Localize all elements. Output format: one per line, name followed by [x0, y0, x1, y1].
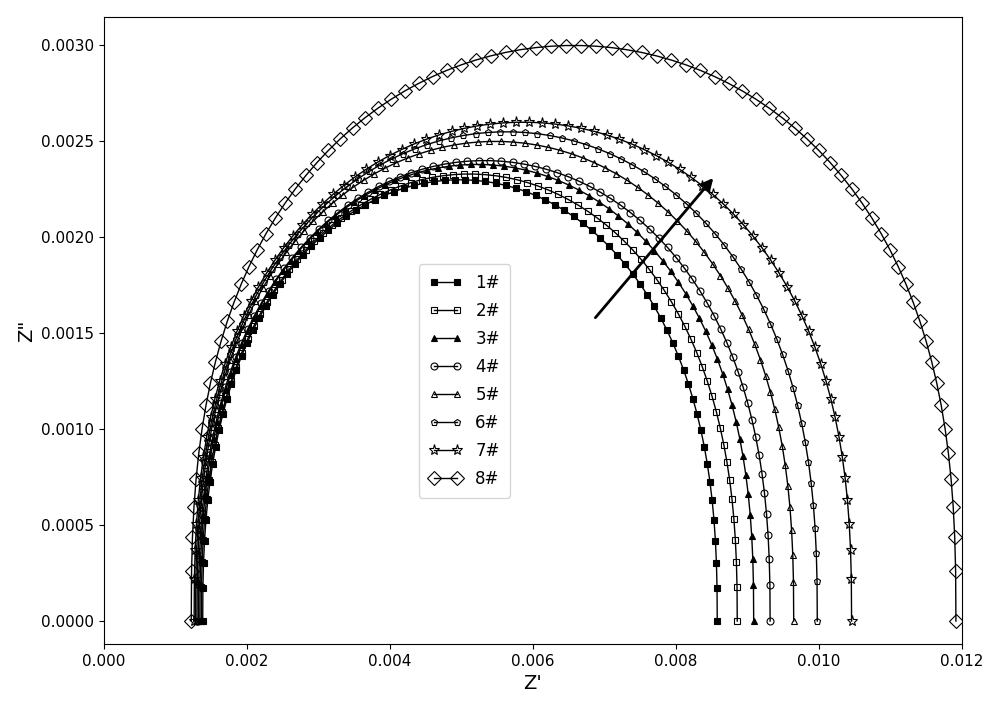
- 3#: [573, 186, 585, 195]
- 1#: [603, 241, 615, 250]
- 1#: [197, 617, 209, 626]
- 5#: [191, 617, 203, 626]
- 4#: [764, 617, 776, 626]
- 1#: [408, 181, 420, 190]
- 3#: [603, 204, 615, 213]
- 6#: [190, 617, 202, 626]
- 5#: [588, 158, 600, 167]
- 7#: [674, 165, 686, 174]
- 6#: [796, 419, 808, 427]
- 2#: [458, 170, 470, 178]
- 4#: [750, 433, 762, 442]
- Line: 1#: 1#: [199, 176, 721, 625]
- Line: 5#: 5#: [194, 138, 797, 625]
- 7#: [829, 413, 841, 422]
- 8#: [500, 48, 512, 57]
- 8#: [789, 124, 801, 132]
- 2#: [195, 617, 207, 626]
- Legend: 1#, 2#, 3#, 4#, 5#, 6#, 7#, 8#: 1#, 2#, 3#, 4#, 5#, 6#, 7#, 8#: [419, 263, 510, 498]
- 6#: [680, 200, 692, 208]
- 6#: [615, 155, 627, 163]
- 3#: [465, 160, 477, 169]
- 6#: [445, 133, 457, 142]
- 4#: [584, 182, 596, 191]
- 5#: [632, 183, 644, 192]
- 5#: [662, 207, 674, 216]
- 5#: [773, 423, 785, 432]
- Y-axis label: Z": Z": [17, 320, 36, 342]
- 7#: [510, 118, 522, 126]
- Line: 4#: 4#: [195, 157, 774, 625]
- 3#: [631, 228, 643, 236]
- Line: 8#: 8#: [186, 40, 961, 626]
- 3#: [421, 166, 433, 175]
- 7#: [707, 190, 719, 199]
- 4#: [615, 201, 627, 209]
- Line: 3#: 3#: [196, 161, 757, 625]
- 8#: [694, 66, 706, 75]
- 4#: [644, 224, 656, 233]
- 4#: [473, 156, 485, 165]
- 4#: [573, 177, 585, 185]
- 8#: [560, 41, 572, 50]
- 2#: [552, 190, 564, 199]
- 1#: [577, 219, 589, 227]
- 2#: [562, 195, 574, 204]
- 1#: [549, 200, 561, 209]
- 2#: [731, 617, 743, 626]
- 8#: [750, 95, 762, 104]
- 1#: [711, 617, 723, 626]
- 6#: [811, 617, 823, 626]
- 4#: [427, 162, 439, 170]
- 5#: [788, 617, 800, 626]
- 3#: [734, 435, 746, 443]
- 3#: [194, 617, 206, 626]
- 5#: [483, 137, 495, 146]
- 7#: [458, 124, 470, 133]
- 2#: [416, 175, 428, 184]
- 4#: [192, 617, 204, 626]
- 7#: [626, 140, 638, 148]
- 1#: [698, 442, 710, 451]
- 5#: [436, 143, 448, 152]
- 1#: [539, 195, 551, 204]
- 7#: [638, 146, 650, 154]
- 6#: [604, 149, 616, 158]
- 3#: [563, 180, 575, 189]
- 2#: [718, 440, 730, 449]
- X-axis label: Z': Z': [523, 674, 542, 694]
- Line: 2#: 2#: [198, 170, 741, 625]
- 5#: [599, 164, 611, 173]
- 1#: [449, 175, 461, 184]
- 3#: [748, 617, 760, 626]
- 7#: [188, 617, 200, 626]
- 6#: [649, 175, 661, 183]
- 8#: [931, 379, 943, 388]
- 2#: [591, 214, 603, 222]
- 2#: [618, 237, 630, 246]
- 8#: [185, 617, 197, 626]
- Line: 7#: 7#: [189, 116, 857, 627]
- 6#: [494, 128, 506, 136]
- 8#: [950, 617, 962, 626]
- 7#: [846, 617, 858, 626]
- 8#: [709, 72, 721, 81]
- Line: 6#: 6#: [192, 129, 821, 625]
